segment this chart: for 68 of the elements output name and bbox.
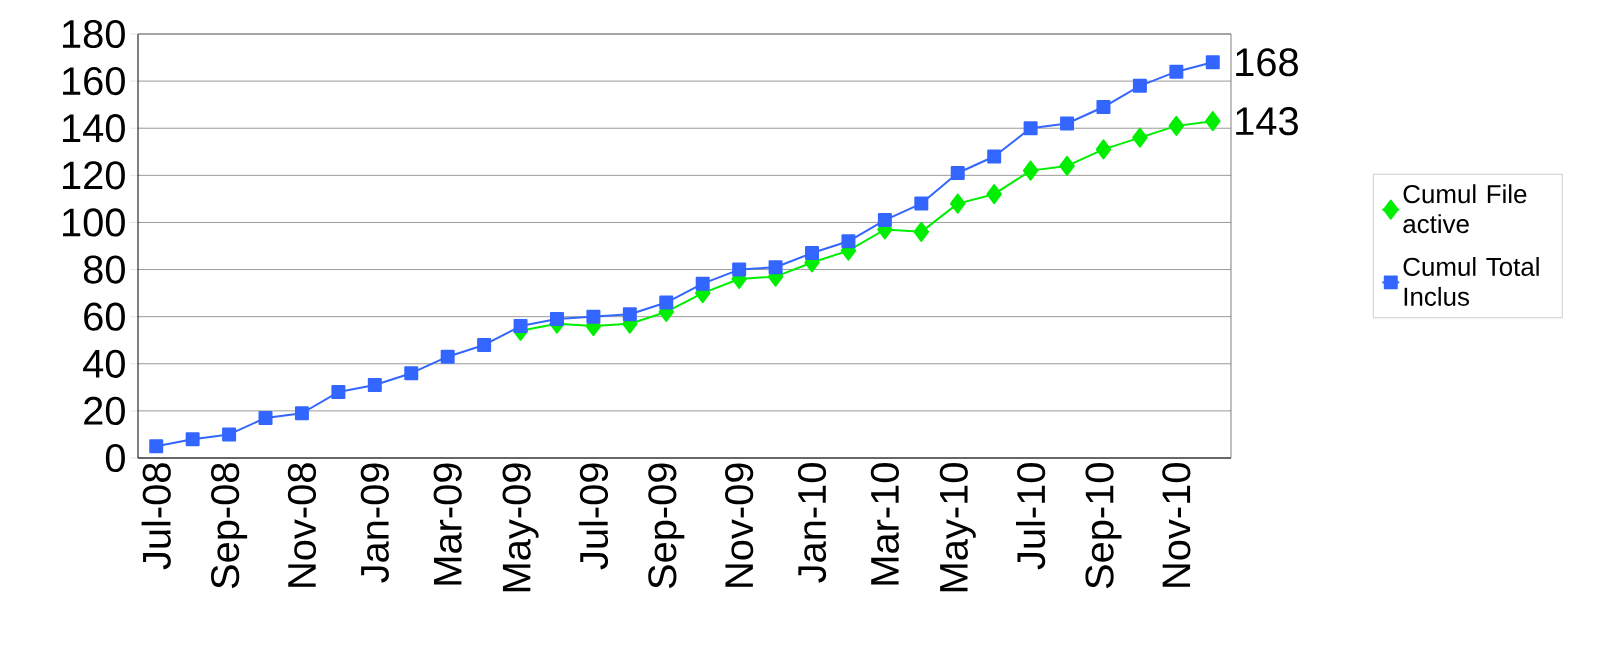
- legend-label: Cumul File active: [1403, 184, 1527, 234]
- point: [987, 149, 1002, 164]
- x-tick-label: Nov-09: [725, 463, 754, 587]
- point: [294, 406, 309, 421]
- x-tick-label: Nov-10: [1162, 463, 1191, 587]
- x-tick-label: Jul-09: [578, 463, 609, 570]
- y-tick-label: 120: [63, 161, 125, 190]
- y-tick-label: 40: [83, 349, 125, 378]
- point: [913, 221, 930, 242]
- point: [1132, 127, 1148, 148]
- x-tick-label: May-09: [502, 463, 539, 592]
- point: [1023, 121, 1038, 136]
- point: [732, 262, 747, 277]
- point: [1022, 160, 1039, 181]
- point: [1205, 111, 1221, 132]
- point: [258, 410, 273, 425]
- point: [768, 260, 783, 275]
- x-tick-label: Jan-10: [797, 463, 827, 583]
- point: [185, 432, 200, 447]
- point: [586, 309, 601, 324]
- point: [222, 427, 237, 442]
- x-tick-label: Sep-08: [211, 463, 248, 589]
- x-tick-label: Jan-09: [360, 463, 389, 583]
- y-tick-label: 140: [63, 114, 125, 143]
- data-label: 143: [1236, 107, 1298, 136]
- x-tick-label: Jul-10: [1015, 463, 1046, 570]
- point: [1059, 155, 1075, 176]
- point: [1096, 100, 1111, 115]
- legend-label: Cumul Total Inclus: [1403, 256, 1539, 306]
- point: [549, 312, 564, 327]
- point: [1132, 78, 1147, 93]
- point: [440, 349, 455, 364]
- point: [805, 246, 820, 261]
- point: [477, 337, 492, 352]
- point: [149, 439, 164, 454]
- x-tick-label: Sep-09: [648, 463, 685, 589]
- x-tick-label: Nov-08: [287, 463, 317, 587]
- y-tick-label: 20: [84, 396, 125, 425]
- y-tick-label: 60: [84, 302, 125, 331]
- y-tick-label: 160: [63, 67, 125, 96]
- x-tick-label: Sep-10: [1085, 463, 1122, 589]
- y-tick-label: 180: [63, 19, 125, 49]
- point: [331, 385, 346, 400]
- data-label: 168: [1236, 48, 1298, 77]
- y-tick-label: 80: [83, 255, 125, 284]
- point: [1169, 64, 1184, 79]
- point: [950, 165, 965, 180]
- point: [986, 184, 1002, 205]
- point: [513, 319, 528, 334]
- point: [695, 276, 710, 291]
- y-tick-label: 0: [105, 443, 125, 473]
- x-tick-label: May-10: [939, 463, 976, 592]
- point: [950, 193, 966, 214]
- y-tick-label: 100: [63, 208, 125, 237]
- x-tick-label: Mar-09: [433, 463, 462, 585]
- point: [914, 196, 929, 211]
- point: [659, 295, 674, 310]
- point: [367, 377, 382, 392]
- x-tick-label: Mar-10: [870, 463, 899, 585]
- point: [1205, 55, 1220, 70]
- x-tick-label: Jul-08: [141, 463, 171, 570]
- point: [1168, 115, 1185, 136]
- point: [622, 307, 637, 322]
- point: [1060, 116, 1075, 131]
- point: [1095, 139, 1112, 160]
- point: [841, 234, 856, 249]
- point: [404, 366, 419, 381]
- point: [877, 213, 892, 228]
